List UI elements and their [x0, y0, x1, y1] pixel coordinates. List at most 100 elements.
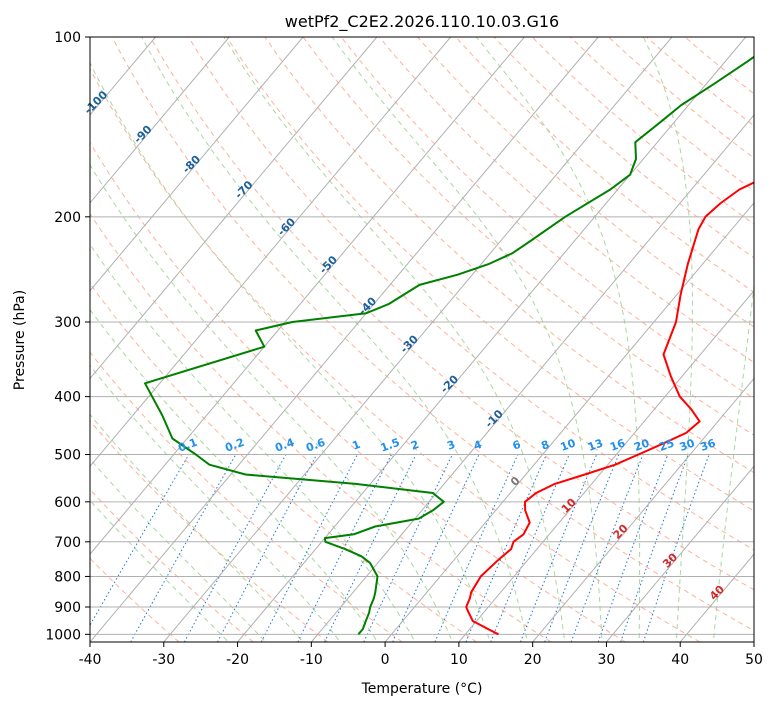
mixing-ratio-label: 4	[472, 438, 484, 453]
isotherm-line	[532, 377, 754, 642]
moist-adiabat-line	[90, 163, 454, 642]
moist-adiabat-line	[642, 37, 693, 642]
mixing-ratio-line	[544, 454, 620, 642]
x-tick-label: 10	[450, 652, 468, 668]
line-labels: 0.1 0.2 0.4 0.6 1 1.5 2 3 4 6 8 10 13 16 20 25 30 36-100-…	[82, 88, 728, 603]
dry-adiabat-line	[570, 37, 754, 192]
isotherm-line	[237, 37, 747, 642]
dewpoint-profile-line	[144, 55, 754, 635]
isotherm-line	[90, 37, 452, 468]
isotherm-line	[90, 37, 378, 380]
mixing-ratio-line	[90, 454, 190, 627]
temperature-profile-line	[465, 181, 754, 636]
x-axis: -40 -30 -20 -10 0 10 20 30 40 50	[79, 642, 763, 668]
mixing-ratio-line	[260, 454, 358, 642]
moist-adiabat-line	[475, 37, 641, 642]
y-tick-label: 200	[54, 210, 81, 226]
x-tick-label: -10	[300, 652, 323, 668]
moist-adiabat-line	[90, 61, 491, 642]
dry-adiabat-line	[149, 37, 754, 591]
isotherm-line	[163, 37, 673, 642]
moist-adiabat-line	[141, 37, 528, 642]
moist-adiabat-line	[90, 364, 341, 642]
x-axis-title: Temperature (°C)	[361, 681, 483, 697]
dry-adiabat-line	[90, 141, 626, 642]
dry-adiabat-line	[340, 37, 754, 400]
plot-background	[90, 37, 754, 642]
x-tick-label: 40	[671, 652, 689, 668]
dry-adiabat-line	[90, 282, 477, 642]
y-tick-label: 900	[54, 600, 81, 616]
isotherm-line	[90, 37, 599, 642]
mixing-ratio-line	[490, 454, 570, 642]
mixing-ratio-line	[217, 454, 318, 642]
dry-adiabat-line	[379, 37, 754, 364]
mixing-ratio-label: 1	[350, 438, 362, 453]
dry-adiabat-line	[111, 37, 754, 632]
mixing-ratio-label: 0.6	[304, 436, 327, 455]
isotherm-line	[90, 37, 525, 555]
dry-adiabat-line	[608, 37, 754, 159]
plot-frame	[89, 36, 755, 643]
y-axis: 100 200 300 400 500 600 700 800 900 1000	[45, 30, 90, 643]
moist-adiabat-line	[90, 243, 416, 642]
isotherm-line	[384, 202, 754, 642]
mixing-ratio-label: 25	[657, 437, 676, 454]
grid-lines	[0, 37, 754, 642]
y-tick-label: 1000	[45, 627, 81, 643]
isotherm-line	[0, 37, 8, 642]
mixing-ratio-label: 6	[511, 438, 523, 453]
mixing-ratio-label: 2	[409, 438, 421, 453]
isotherm-line	[606, 465, 754, 642]
y-tick-label: 600	[54, 495, 81, 511]
mixing-ratio-label: 0.4	[273, 436, 296, 455]
x-tick-label: 0	[381, 652, 390, 668]
mixing-ratio-label: 10	[559, 436, 578, 454]
mixing-ratio-label: 20	[632, 436, 651, 454]
x-tick-label: 30	[598, 652, 616, 668]
x-tick-label: -30	[152, 652, 175, 668]
mixing-ratio-label: 0.1	[176, 436, 199, 455]
isotherm-line	[90, 37, 304, 292]
dry-adiabat-line	[90, 351, 403, 642]
x-tick-label: 20	[524, 652, 542, 668]
mixing-ratio-label: 3	[445, 438, 457, 453]
x-tick-label: -20	[226, 652, 249, 668]
mixing-ratio-label: 36	[698, 436, 717, 454]
dry-adiabat-line	[188, 37, 754, 551]
moist-adiabat-line	[223, 37, 566, 642]
y-tick-label: 400	[54, 390, 81, 406]
mixing-ratio-line	[642, 454, 710, 642]
mixing-ratio-line	[597, 454, 669, 642]
mixing-ratio-label: 30	[678, 436, 697, 454]
dry-adiabat-line	[302, 37, 754, 436]
y-tick-label: 500	[54, 448, 81, 464]
mixing-ratio-label: 13	[586, 437, 605, 454]
mixing-ratio-line	[570, 454, 644, 642]
moist-adiabat-line	[90, 499, 230, 642]
mixing-ratio-label: 8	[539, 438, 551, 453]
mixing-ratio-line	[363, 454, 453, 642]
profile-lines	[144, 55, 754, 636]
y-axis-title: Pressure (hPa)	[12, 290, 28, 390]
dry-adiabat-line	[226, 37, 754, 512]
dry-adiabat-line	[264, 37, 754, 474]
isotherm-line	[90, 37, 230, 204]
y-tick-label: 300	[54, 315, 81, 331]
x-tick-label: -40	[79, 652, 102, 668]
mixing-ratio-label: 1.5	[379, 436, 402, 455]
dry-adiabat-line	[493, 37, 754, 259]
mixing-ratio-line	[520, 454, 598, 642]
y-tick-label: 700	[54, 535, 81, 551]
chart-title: wetPf2_C2E2.2026.110.10.03.G16	[285, 12, 559, 32]
isotherm-line	[458, 289, 754, 642]
dry-adiabat-line	[90, 67, 701, 642]
mixing-ratio-label: 16	[608, 436, 627, 454]
x-tick-label: 50	[745, 652, 763, 668]
mixing-ratio-label: 0.2	[223, 436, 246, 455]
isotherm-line	[753, 641, 754, 642]
isotherm-line	[310, 114, 754, 642]
mixing-ratio-line	[620, 454, 689, 642]
moist-adiabat-line	[331, 37, 603, 642]
